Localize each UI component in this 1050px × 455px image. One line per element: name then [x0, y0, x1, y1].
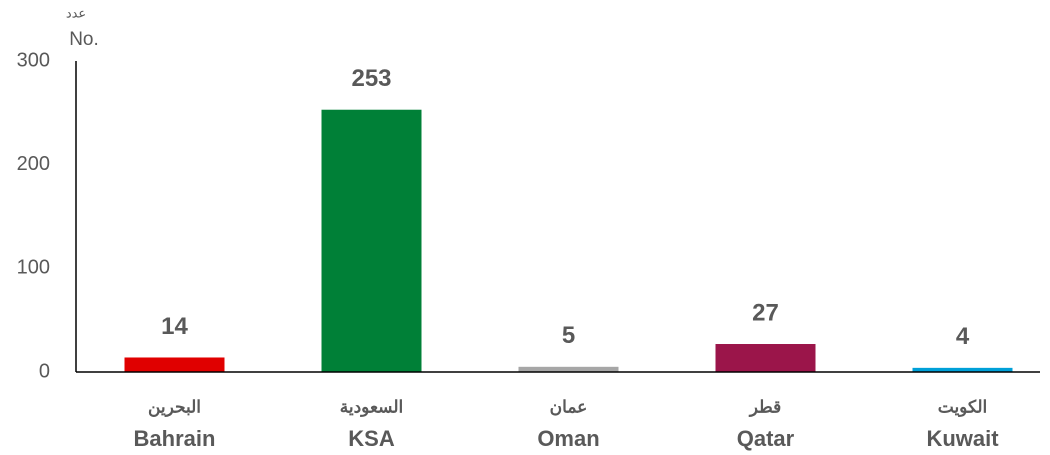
x-tick-label-ar: السعودية — [340, 397, 403, 417]
y-tick-label: 100 — [17, 257, 50, 279]
x-tick-label-ar: عمان — [550, 397, 588, 416]
x-tick-label-ar: البحرين — [148, 397, 201, 417]
y-tick-label: 0 — [39, 360, 50, 382]
value-label: 14 — [161, 313, 188, 340]
bar — [715, 344, 816, 372]
y-tick-label: 300 — [17, 49, 50, 71]
x-tick-label: Kuwait — [926, 426, 999, 451]
y-axis-label-ar: عدد — [66, 5, 86, 20]
bar — [321, 109, 422, 373]
bar — [124, 357, 225, 372]
x-tick-label: Oman — [537, 426, 599, 451]
x-tick-label: Qatar — [737, 426, 795, 451]
x-tick-label-ar: قطر — [748, 397, 781, 417]
value-label: 4 — [956, 323, 970, 350]
value-label: 253 — [351, 65, 391, 92]
x-tick-label: KSA — [348, 426, 395, 451]
y-axis-label: No. — [69, 29, 99, 50]
bar — [912, 367, 1013, 372]
y-tick-label: 200 — [17, 153, 50, 175]
x-tick-label-ar: الكويت — [938, 397, 988, 417]
x-tick-label: Bahrain — [134, 426, 216, 451]
value-label: 5 — [562, 322, 575, 349]
value-label: 27 — [752, 299, 779, 326]
bar — [518, 366, 619, 372]
